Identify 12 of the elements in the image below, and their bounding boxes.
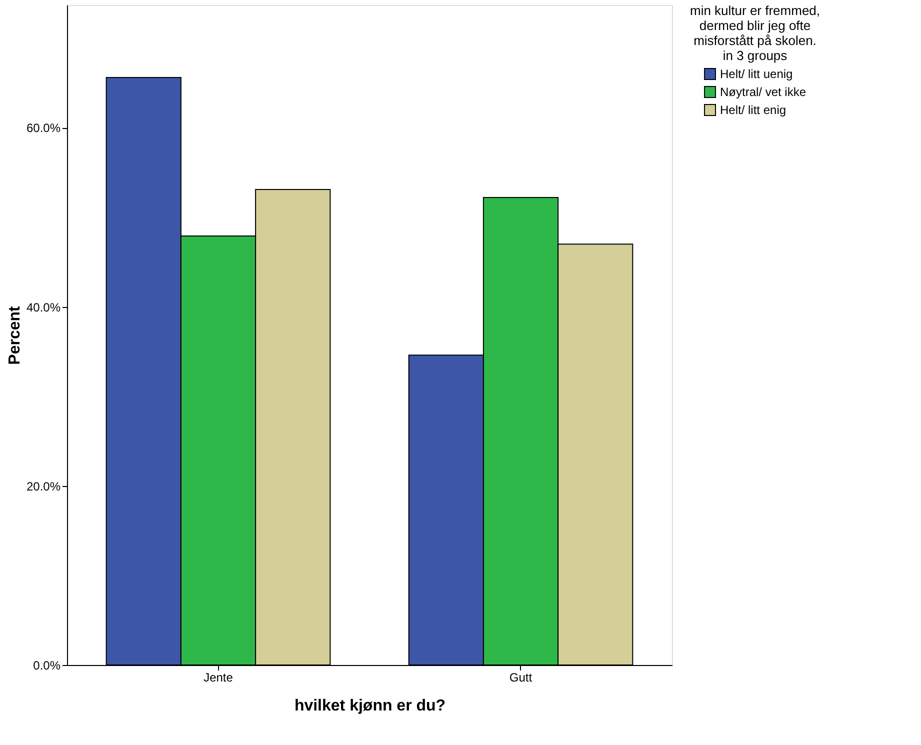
y-tick-label: 20.0% <box>26 479 61 494</box>
x-axis-title: hvilket kjønn er du? <box>294 698 446 714</box>
x-tick-label: Jente <box>204 670 234 684</box>
x-tick-label: Gutt <box>509 670 533 684</box>
y-axis-title: Percent <box>6 305 24 365</box>
y-tick-label: 40.0% <box>26 300 61 314</box>
legend-label: Helt/ litt enig <box>720 103 786 117</box>
legend-title: min kultur er fremmed, dermed blir jeg ofte misforstått på skolen. in 3 groups <box>690 3 820 63</box>
y-tick-label: 60.0% <box>26 121 61 136</box>
y-tick-label: 0.0% <box>33 658 61 672</box>
legend-label: Helt/ litt uenig <box>720 67 793 81</box>
legend-label: Nøytral/ vet ikke <box>720 85 806 99</box>
